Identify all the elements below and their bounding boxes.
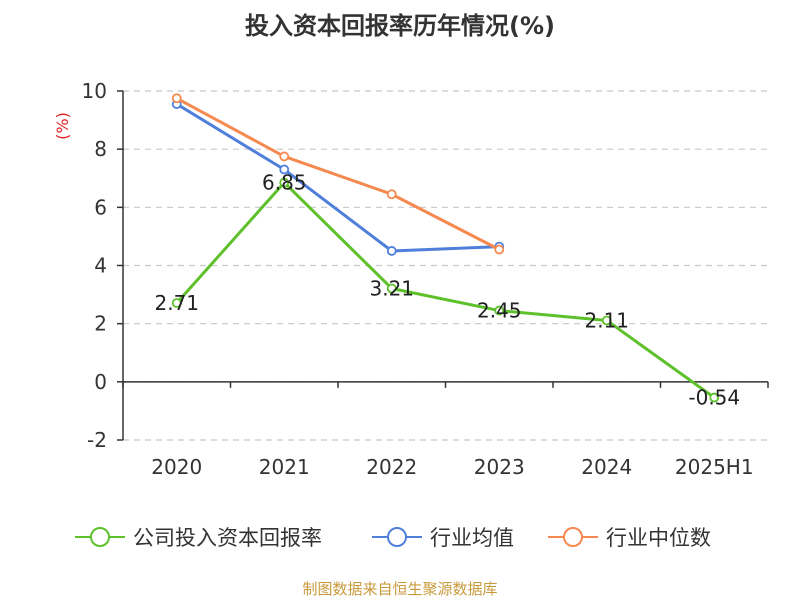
legend-item-company[interactable]: 公司投入资本回报率: [75, 520, 322, 554]
chart-title: 投入资本回报率历年情况(%): [245, 12, 555, 40]
data-labels: 2.71 6.85 3.21 2.45 2.11 -0.54: [154, 171, 740, 410]
legend-item-industry-avg[interactable]: 行业均值: [372, 520, 514, 554]
x-tick-label: 2025H1: [675, 455, 754, 479]
x-tick-label: 2022: [366, 455, 417, 479]
y-tick-label: 0: [94, 370, 107, 394]
x-tick-label: 2021: [259, 455, 310, 479]
data-point-company: [279, 177, 290, 188]
legend-item-industry-median[interactable]: 行业中位数: [548, 520, 711, 554]
data-point-company: [494, 305, 505, 316]
data-point-company: [171, 298, 182, 308]
data-point-company: [709, 392, 720, 403]
series-line-company: [175, 181, 716, 399]
data-label: -0.54: [688, 386, 740, 410]
legend-marker-industry-avg: [372, 527, 422, 547]
legend-label-company: 公司投入资本回报率: [133, 526, 322, 550]
y-axis-label: (%): [53, 112, 72, 140]
y-tick-label: 2: [94, 312, 107, 336]
y-tick-label: -2: [87, 428, 107, 452]
data-point-industry_avg: [386, 246, 397, 256]
data-label: 2.71: [154, 291, 199, 315]
data-point-industry_median: [386, 189, 397, 200]
y-tick-label: 4: [94, 254, 107, 278]
legend-marker-company: [75, 527, 125, 547]
data-label: 3.21: [369, 276, 414, 300]
data-label: 2.45: [477, 299, 522, 323]
x-tick-label: 2023: [474, 455, 525, 479]
legend-label-industry-avg: 行业均值: [430, 526, 514, 550]
y-tick-label: 6: [94, 195, 107, 219]
axes: -2 0 2 4 6 8 10 2020 2021 2022 2023 2024 2025H1 (%): [53, 79, 769, 479]
data-point-company: [601, 315, 612, 326]
series-line-industry_avg: [175, 102, 500, 253]
data-label: 6.85: [262, 171, 307, 195]
data-point-industry_median: [171, 93, 182, 104]
source-note: 制图数据来自恒生聚源数据库: [302, 580, 498, 598]
data-point-industry_avg: [279, 164, 290, 175]
legend-label-industry-median: 行业中位数: [606, 526, 711, 550]
x-tick-label: 2024: [581, 455, 632, 479]
y-tick-label: 10: [82, 79, 107, 103]
legend: 公司投入资本回报率 行业均值 行业中位数: [0, 520, 800, 554]
data-point-company: [386, 283, 397, 294]
y-tick-label: 8: [94, 137, 107, 161]
data-point-industry_median: [494, 244, 505, 255]
legend-marker-industry-median: [548, 527, 598, 547]
series-lines: [171, 93, 720, 403]
data-label: 2.11: [584, 308, 629, 332]
x-tick-label: 2020: [151, 455, 202, 479]
data-point-industry_median: [279, 151, 290, 162]
series-line-industry_median: [176, 96, 500, 251]
